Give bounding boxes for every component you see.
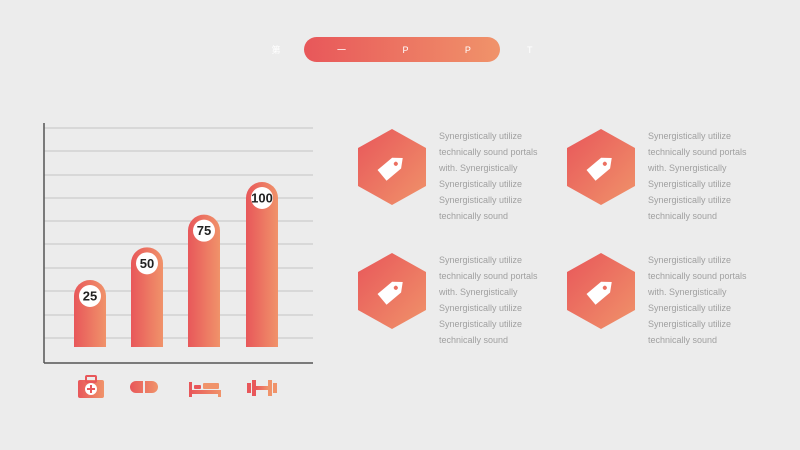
bar-base xyxy=(246,331,278,347)
text-line: Synergistically utilize xyxy=(648,131,732,141)
data-label: 75 xyxy=(197,223,211,238)
data-label-bubble xyxy=(136,252,158,275)
text-line: technically sound portals xyxy=(648,147,747,157)
text-line: technically sound xyxy=(648,211,718,221)
slide-title: 第 一 P P T xyxy=(271,45,560,55)
medical-kit-icon xyxy=(78,375,104,398)
data-label: 100 xyxy=(251,191,273,206)
text-line: Synergistically utilize xyxy=(648,255,732,265)
text-line: technically sound portals xyxy=(439,147,538,157)
tag-icon xyxy=(377,281,403,305)
bar-base xyxy=(188,331,220,347)
text-line: Synergistically utilize xyxy=(648,179,732,189)
hexagon-badge xyxy=(567,253,635,329)
text-line: Synergistically utilize xyxy=(648,303,732,313)
hexagon-badge xyxy=(567,129,635,205)
bar xyxy=(188,214,220,347)
text-line: Synergistically utilize xyxy=(439,179,523,189)
tag-icon xyxy=(586,281,612,305)
text-line: technically sound xyxy=(648,335,718,345)
data-label-bubble xyxy=(251,187,273,209)
bar-chart: 25 50 75 100 xyxy=(43,123,313,398)
text-line: with. Synergistically xyxy=(648,287,727,297)
info-card: Synergistically utilize technically soun… xyxy=(562,128,792,238)
text-line: Synergistically utilize xyxy=(439,255,523,265)
category-icons xyxy=(78,375,277,398)
data-label: 50 xyxy=(140,256,154,271)
text-line: technically sound portals xyxy=(648,271,747,281)
text-line: Synergistically utilize xyxy=(439,195,523,205)
bar xyxy=(246,182,278,347)
card-text: Synergistically utilize technically soun… xyxy=(648,252,768,348)
title-banner: 第 一 P P T xyxy=(271,37,533,62)
info-card: Synergistically utilize technically soun… xyxy=(353,128,583,238)
text-line: technically sound xyxy=(439,211,509,221)
card-text: Synergistically utilize technically soun… xyxy=(439,128,559,224)
data-label-bubble xyxy=(193,219,215,242)
pill-icon xyxy=(130,381,158,393)
bar xyxy=(131,247,163,347)
text-line: Synergistically utilize xyxy=(439,319,523,329)
info-card: Synergistically utilize technically soun… xyxy=(353,252,583,362)
text-line: Synergistically utilize xyxy=(439,131,523,141)
bar-base xyxy=(131,331,163,347)
text-line: with. Synergistically xyxy=(439,287,518,297)
text-line: Synergistically utilize xyxy=(648,195,732,205)
data-label-bubble xyxy=(79,285,101,307)
bars: 25 50 75 100 xyxy=(74,182,278,347)
dumbbell-icon xyxy=(247,380,277,396)
info-card: Synergistically utilize technically soun… xyxy=(562,252,792,362)
text-line: with. Synergistically xyxy=(439,163,518,173)
card-text: Synergistically utilize technically soun… xyxy=(439,252,559,348)
tag-icon xyxy=(586,157,612,181)
hexagon-badge xyxy=(358,129,426,205)
text-line: with. Synergistically xyxy=(648,163,727,173)
bed-icon xyxy=(189,382,221,397)
text-line: technically sound portals xyxy=(439,271,538,281)
text-line: Synergistically utilize xyxy=(439,303,523,313)
bar-base xyxy=(74,331,106,347)
tag-icon xyxy=(377,157,403,181)
text-line: Synergistically utilize xyxy=(648,319,732,329)
data-label: 25 xyxy=(83,289,97,304)
card-text: Synergistically utilize technically soun… xyxy=(648,128,768,224)
text-line: technically sound xyxy=(439,335,509,345)
hexagon-badge xyxy=(358,253,426,329)
